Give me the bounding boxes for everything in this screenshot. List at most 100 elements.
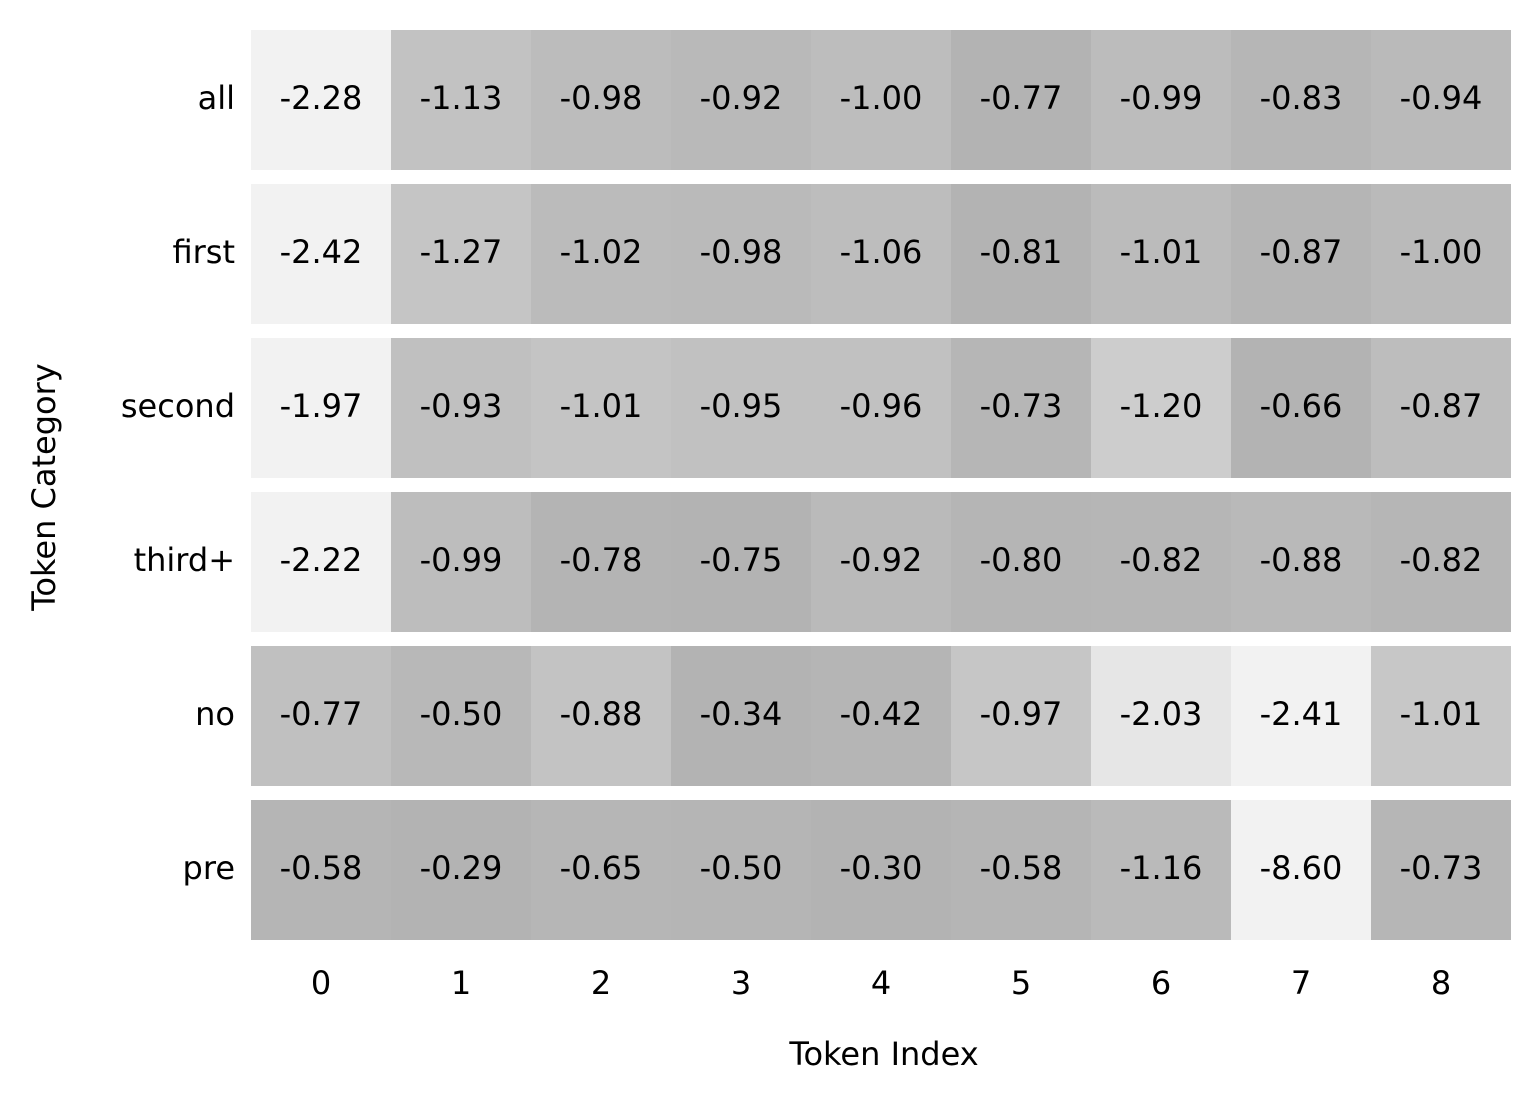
- heatmap-cell: [1371, 646, 1511, 786]
- cell-label: -1.16: [1120, 849, 1203, 887]
- cell-label: -0.93: [420, 387, 503, 425]
- heatmap-cell: [531, 338, 671, 478]
- x-tick-label: 5: [1011, 964, 1031, 1002]
- cell-label: -0.65: [560, 849, 643, 887]
- heatmap-cell: [531, 30, 671, 170]
- heatmap-cell: [1091, 646, 1231, 786]
- heatmap-cell: [1371, 800, 1511, 940]
- cell-label: -1.97: [280, 387, 363, 425]
- x-tick-label: 7: [1291, 964, 1311, 1002]
- cell-label: -0.83: [1260, 79, 1343, 117]
- cell-label: -1.01: [560, 387, 643, 425]
- heatmap-cell: [1371, 338, 1511, 478]
- cell-label: -0.99: [420, 541, 503, 579]
- cell-label: -0.80: [980, 541, 1063, 579]
- heatmap-cell: [671, 184, 811, 324]
- heatmap-cell: [531, 184, 671, 324]
- heatmap-cell: [811, 30, 951, 170]
- heatmap-cell: [671, 492, 811, 632]
- cell-label: -0.96: [840, 387, 923, 425]
- heatmap-cell: [251, 30, 391, 170]
- heatmap-cell: [1371, 492, 1511, 632]
- x-tick-label: 2: [591, 964, 611, 1002]
- x-axis-title: Token Index: [788, 1035, 978, 1073]
- heatmap-cell: [1371, 184, 1511, 324]
- heatmap-cell: [951, 30, 1091, 170]
- cell-label: -2.22: [280, 541, 363, 579]
- cell-label: -0.42: [840, 695, 923, 733]
- cell-label: -1.20: [1120, 387, 1203, 425]
- y-axis-title: Token Category: [25, 363, 63, 611]
- heatmap-cell: [251, 492, 391, 632]
- x-tick-label: 0: [311, 964, 331, 1002]
- heatmap-cell: [251, 800, 391, 940]
- heatmap-cell: [811, 184, 951, 324]
- heatmap-cell: [391, 800, 531, 940]
- heatmap-cell: [531, 800, 671, 940]
- cell-label: -1.01: [1400, 695, 1483, 733]
- heatmap-cell: [671, 800, 811, 940]
- cell-label: -1.13: [420, 79, 503, 117]
- heatmap-cell: [671, 338, 811, 478]
- heatmap-cell: [251, 646, 391, 786]
- heatmap-cell: [391, 30, 531, 170]
- heatmap-cell: [671, 646, 811, 786]
- cell-label: -0.97: [980, 695, 1063, 733]
- heatmap-cell: [811, 800, 951, 940]
- cell-label: -2.41: [1260, 695, 1343, 733]
- cell-label: -0.88: [1260, 541, 1343, 579]
- cell-label: -0.50: [700, 849, 783, 887]
- cell-label: -2.28: [280, 79, 363, 117]
- heatmap-cell: [251, 338, 391, 478]
- heatmap-cell: [1371, 30, 1511, 170]
- heatmap-cell: [951, 184, 1091, 324]
- cell-label: -0.66: [1260, 387, 1343, 425]
- heatmap-cell: [1231, 646, 1371, 786]
- heatmap-cell: [951, 646, 1091, 786]
- cell-label: -0.81: [980, 233, 1063, 271]
- cell-label: -0.87: [1400, 387, 1483, 425]
- cell-label: -1.00: [1400, 233, 1483, 271]
- heatmap-cell: [811, 492, 951, 632]
- heatmap-cell: [391, 338, 531, 478]
- cell-label: -0.58: [280, 849, 363, 887]
- heatmap-cell: [531, 646, 671, 786]
- heatmap-cell: [1231, 30, 1371, 170]
- heatmap-cell: [951, 800, 1091, 940]
- heatmap-cell: [1231, 800, 1371, 940]
- heatmap-cell: [1231, 492, 1371, 632]
- heatmap-cell: [251, 184, 391, 324]
- cell-label: -0.95: [700, 387, 783, 425]
- heatmap-cell: [811, 646, 951, 786]
- heatmap-cell: [391, 646, 531, 786]
- cell-label: -1.02: [560, 233, 643, 271]
- cell-label: -0.78: [560, 541, 643, 579]
- cell-label: -0.77: [980, 79, 1063, 117]
- heatmap-cell: [951, 492, 1091, 632]
- cell-label: -0.99: [1120, 79, 1203, 117]
- heatmap-cell: [391, 492, 531, 632]
- cell-label: -0.34: [700, 695, 783, 733]
- cell-label: -0.75: [700, 541, 783, 579]
- cell-label: -0.58: [980, 849, 1063, 887]
- cell-label: -0.77: [280, 695, 363, 733]
- cell-label: -0.73: [980, 387, 1063, 425]
- cell-label: -1.27: [420, 233, 503, 271]
- heatmap-cell: [1231, 338, 1371, 478]
- heatmap-cell: [1091, 492, 1231, 632]
- y-tick-label: all: [198, 79, 235, 117]
- cell-label: -0.82: [1400, 541, 1483, 579]
- y-tick-label: second: [121, 387, 235, 425]
- cell-label: -0.94: [1400, 79, 1483, 117]
- cell-label: -0.29: [420, 849, 503, 887]
- cell-label: -0.82: [1120, 541, 1203, 579]
- heatmap-cell: [1091, 184, 1231, 324]
- cell-label: -1.00: [840, 79, 923, 117]
- y-tick-label: no: [195, 695, 235, 733]
- x-tick-label: 6: [1151, 964, 1171, 1002]
- y-tick-label: third+: [134, 541, 235, 579]
- cell-label: -0.98: [700, 233, 783, 271]
- cell-label: -1.06: [840, 233, 923, 271]
